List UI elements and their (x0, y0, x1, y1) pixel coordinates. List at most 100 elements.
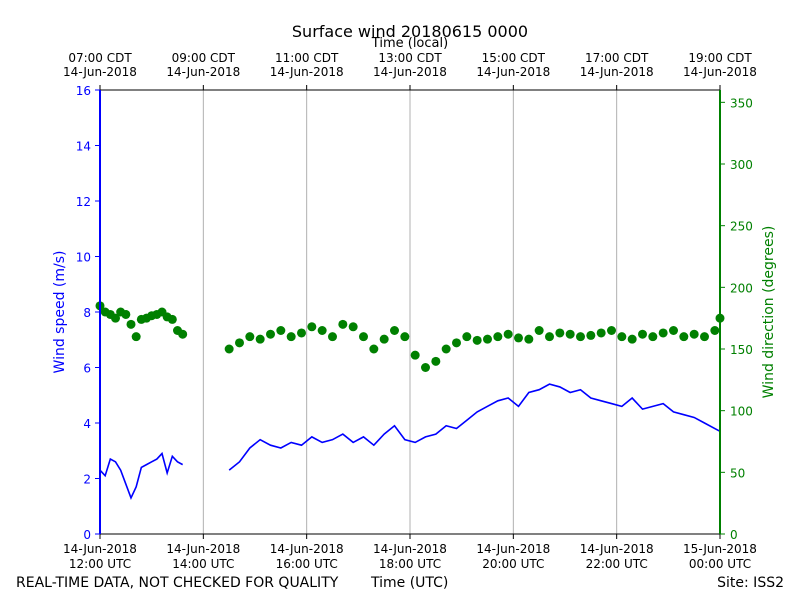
y-left-tick-label: 2 (83, 473, 91, 487)
wind-direction-marker (689, 329, 699, 339)
wind-direction-marker (421, 363, 430, 372)
wind-direction-marker (286, 332, 296, 342)
x-tick-label-date: 14-Jun-2018 (166, 542, 240, 556)
wind-direction-marker (379, 334, 389, 344)
wind-direction-marker (328, 332, 337, 342)
y-right-tick-label: 200 (730, 281, 753, 295)
y-right-tick-label: 350 (730, 96, 753, 110)
wind-direction-marker (679, 332, 689, 342)
wind-direction-marker (245, 332, 255, 342)
wind-direction-marker (126, 319, 136, 329)
wind-direction-marker (452, 338, 461, 348)
wind-direction-marker (586, 330, 596, 340)
wind-direction-marker (617, 332, 627, 342)
wind-direction-marker (235, 338, 244, 348)
footer-site: Site: ISS2 (717, 575, 784, 591)
wind-direction-marker (167, 314, 177, 324)
wind-direction-marker (400, 332, 410, 342)
x-tick-label-time: 22:00 UTC (586, 557, 648, 571)
y-left-tick-label: 0 (83, 528, 91, 542)
y-left-tick-label: 4 (83, 417, 91, 431)
wind-direction-marker (369, 344, 379, 354)
top-tick-label-date: 14-Jun-2018 (63, 65, 137, 79)
top-tick-label-date: 14-Jun-2018 (683, 65, 757, 79)
x-tick-label-time: 14:00 UTC (172, 557, 234, 571)
wind-direction-marker (276, 326, 286, 335)
wind-direction-marker (307, 322, 317, 332)
wind-direction-marker (669, 326, 678, 335)
wind-direction-marker (596, 328, 606, 338)
wind-direction-marker (658, 328, 668, 338)
wind-direction-marker (555, 328, 565, 338)
y-left-tick-label: 12 (76, 195, 91, 209)
wind-direction-marker (462, 332, 472, 342)
top-tick-label-time: 13:00 CDT (378, 51, 442, 65)
top-tick-label-date: 14-Jun-2018 (580, 65, 654, 79)
wind-direction-marker (576, 332, 585, 342)
footer-quality-note: REAL-TIME DATA, NOT CHECKED FOR QUALITY (16, 575, 339, 591)
chart-title: Surface wind 20180615 0000 (292, 22, 528, 41)
wind-direction-marker (534, 326, 544, 335)
wind-direction-marker (514, 333, 523, 343)
wind-direction-marker (390, 326, 399, 335)
wind-direction-marker (503, 329, 513, 339)
top-tick-label-date: 14-Jun-2018 (166, 65, 240, 79)
y-right-tick-label: 150 (730, 343, 753, 357)
y-right-tick-label: 0 (730, 528, 738, 542)
y-left-tick-label: 10 (76, 251, 91, 265)
wind-speed-line (228, 383, 721, 471)
x-tick-label-date: 15-Jun-2018 (683, 542, 757, 556)
wind-direction-marker (545, 332, 554, 342)
wind-direction-marker (493, 332, 503, 342)
data-layer (95, 301, 725, 500)
y-right-tick-label: 300 (730, 158, 753, 172)
wind-direction-marker (266, 329, 275, 339)
top-tick-label-time: 11:00 CDT (275, 51, 339, 65)
x-tick-label-date: 14-Jun-2018 (476, 542, 550, 556)
wind-direction-marker (565, 329, 575, 339)
wind-direction-marker (255, 334, 265, 344)
wind-direction-marker (607, 326, 616, 335)
wind-speed-line (99, 451, 184, 500)
wind-direction-marker (178, 329, 188, 339)
wind-direction-marker (111, 313, 120, 323)
wind-direction-marker (483, 334, 492, 344)
top-tick-label-date: 14-Jun-2018 (373, 65, 447, 79)
wind-direction-marker (224, 344, 234, 354)
top-axis-label: Time (local) (371, 36, 448, 51)
wind-direction-marker (348, 322, 358, 332)
x-tick-label-time: 12:00 UTC (69, 557, 131, 571)
wind-direction-marker (700, 332, 709, 342)
wind-direction-marker (441, 344, 451, 354)
x-tick-label-time: 20:00 UTC (482, 557, 544, 571)
top-tick-label-time: 17:00 CDT (585, 51, 649, 65)
x-tick-label-time: 00:00 UTC (689, 557, 751, 571)
wind-direction-marker (121, 309, 131, 319)
top-tick-label-date: 14-Jun-2018 (476, 65, 550, 79)
y-right-tick-label: 100 (730, 405, 753, 419)
top-tick-label-time: 07:00 CDT (68, 51, 132, 65)
x-tick-label-date: 14-Jun-2018 (373, 542, 447, 556)
wind-direction-marker (131, 332, 141, 342)
wind-direction-marker (524, 334, 534, 344)
wind-direction-marker (431, 356, 441, 366)
y-left-axis-label: Wind speed (m/s) (52, 251, 68, 374)
x-tick-label-date: 14-Jun-2018 (270, 542, 344, 556)
y-left-tick-label: 8 (83, 306, 91, 320)
y-left-tick-label: 6 (83, 362, 91, 376)
wind-direction-marker (317, 326, 327, 335)
wind-direction-marker (648, 332, 658, 342)
y-right-tick-label: 50 (730, 466, 745, 480)
wind-direction-marker (627, 334, 637, 344)
x-tick-label-date: 14-Jun-2018 (63, 542, 137, 556)
wind-direction-marker (410, 350, 420, 360)
x-axis-label: Time (UTC) (371, 575, 449, 591)
x-tick-label-time: 18:00 UTC (379, 557, 441, 571)
wind-direction-marker (297, 328, 306, 338)
wind-direction-marker (638, 329, 647, 339)
wind-direction-marker (338, 319, 348, 329)
top-tick-label-time: 19:00 CDT (688, 51, 752, 65)
y-right-tick-label: 250 (730, 220, 753, 234)
